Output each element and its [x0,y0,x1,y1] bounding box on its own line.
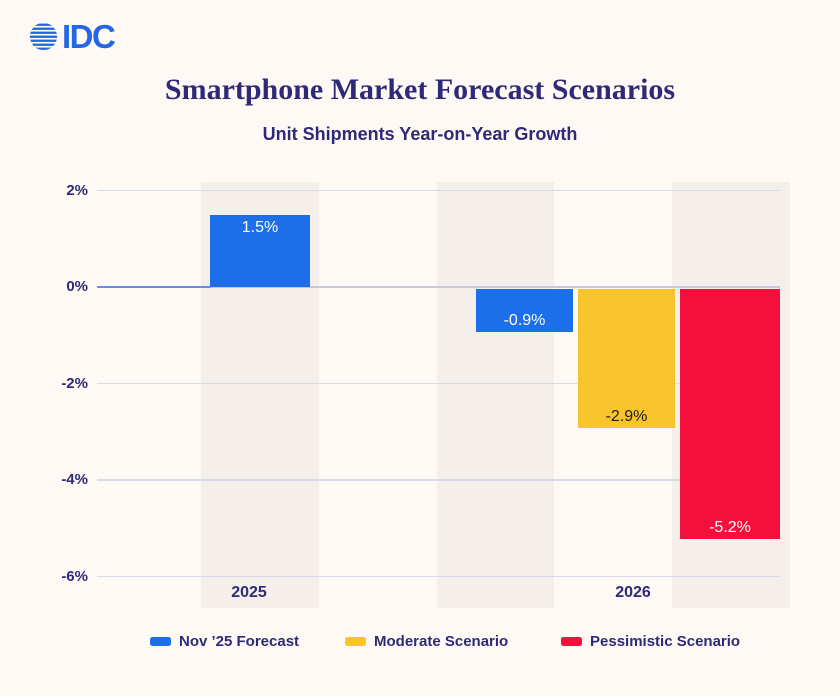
idc-logo-text: IDC [62,18,116,55]
bar-value-label: -5.2% [709,519,751,537]
bar-value-label: 1.5% [241,218,279,236]
x-axis-label-2026: 2026 [615,584,651,601]
y-tick-2pct: 2% [66,181,88,199]
page-title: Smartphone Market Forecast Scenarios [164,73,676,106]
bar-2026-nov-25-forecast: -0.9% [476,288,573,332]
x-axis-label-2025: 2025 [231,584,267,601]
bottom-edge [0,696,840,700]
page-subtitle: Unit Shipments Year-on-Year Growth [262,124,578,144]
bar-2026-pessimistic-scenario: -5.2% [680,288,780,540]
legend-label: Pessimistic Scenario [590,633,741,650]
y-tick-0pct: 0% [66,278,88,295]
y-tick--2pct: -2% [61,374,88,392]
legend-item-pessimistic-scenario: Pessimistic Scenario [561,633,740,650]
gridline--4pct [97,479,780,481]
y-tick--4pct: -4% [61,471,88,488]
legend-label: Moderate Scenario [374,633,509,650]
idc-globe-icon [29,23,58,50]
bar-value-label: -0.9% [503,311,546,329]
bar-2025-nov-25-forecast: 1.5% [210,214,310,287]
bar-2026-moderate-scenario: -2.9% [578,288,675,429]
legend-swatch-icon [150,637,171,646]
column-band-2 [436,182,555,608]
gridline-0pct [97,286,780,288]
legend-swatch-icon [345,637,366,646]
legend-item-moderate-scenario: Moderate Scenario [345,633,508,650]
legend-item-nov-25-forecast: Nov ’25 Forecast [150,633,299,650]
zero-axis-blue-segment [97,286,211,288]
gridline--2pct [97,382,780,385]
legend-label: Nov ’25 Forecast [179,633,300,650]
idc-logo: IDC [29,18,116,55]
bar-value-label: -2.9% [605,408,648,426]
gridline-2pct [97,189,780,192]
gridline--6pct [97,575,780,578]
y-tick--6pct: -6% [61,567,88,585]
legend-swatch-icon [561,637,582,646]
